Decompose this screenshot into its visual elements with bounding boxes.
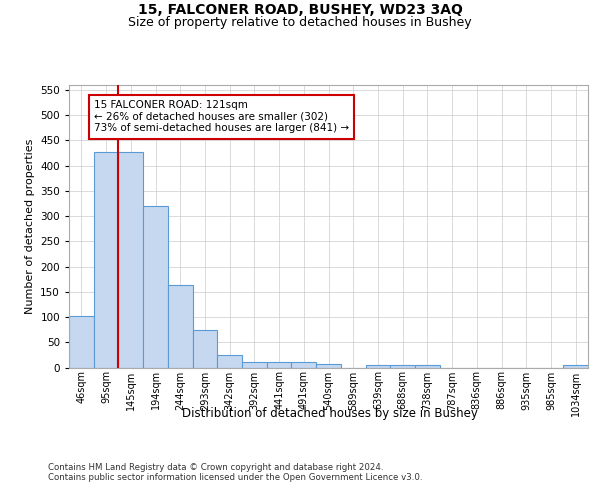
Text: 15, FALCONER ROAD, BUSHEY, WD23 3AQ: 15, FALCONER ROAD, BUSHEY, WD23 3AQ [137,2,463,16]
Bar [168,286,193,368]
Bar [267,362,292,368]
Bar [415,365,440,368]
Bar [365,365,390,368]
Y-axis label: Number of detached properties: Number of detached properties [25,138,35,314]
Text: Contains HM Land Registry data © Crown copyright and database right 2024.
Contai: Contains HM Land Registry data © Crown c… [48,462,422,482]
Text: Size of property relative to detached houses in Bushey: Size of property relative to detached ho… [128,16,472,29]
Text: 15 FALCONER ROAD: 121sqm
← 26% of detached houses are smaller (302)
73% of semi-: 15 FALCONER ROAD: 121sqm ← 26% of detach… [94,100,349,134]
Bar [292,362,316,368]
Bar [563,365,588,368]
Bar [69,316,94,368]
Bar [217,355,242,368]
Bar [143,206,168,368]
Text: Distribution of detached houses by size in Bushey: Distribution of detached houses by size … [182,408,478,420]
Bar [390,365,415,368]
Bar [118,152,143,368]
Bar [242,362,267,368]
Bar [94,152,118,368]
Bar [316,364,341,368]
Bar [193,330,217,368]
